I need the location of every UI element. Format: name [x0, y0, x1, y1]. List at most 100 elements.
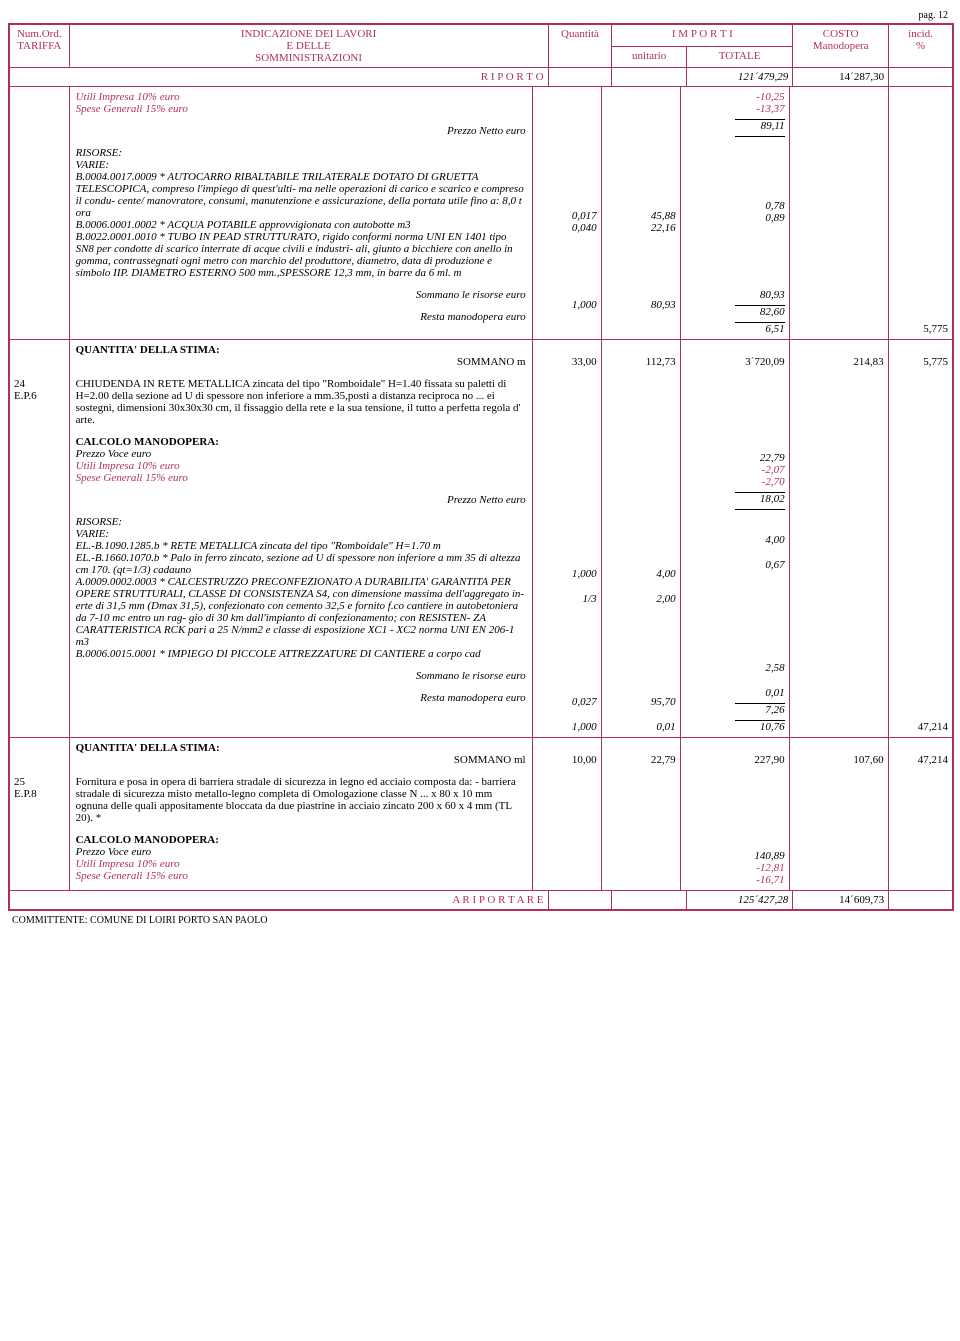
sec1-pn-v: 89,11 [685, 120, 785, 132]
sec2-pv-v: 22,79 [685, 452, 785, 464]
sec2-sp-l: Spese Generali 15% euro [76, 472, 526, 484]
riporto-label: R I P O R T O [10, 68, 549, 87]
riporto-totale: 121´479,29 [686, 68, 792, 87]
sec3-s-c: 107,60 [794, 754, 884, 766]
sec2-r1-u: 4,00 [606, 568, 676, 580]
sec2-rm-l: Resta manodopera euro [76, 692, 526, 704]
sec2-tariffa: E.P.6 [14, 390, 65, 402]
sec2-r3: A.0009.0002.0003 * CALCESTRUZZO PRECONFE… [76, 576, 526, 648]
sec2-r4-q: 1,000 [537, 721, 597, 733]
ariportare-q [548, 891, 612, 910]
sec2-r4-t: 0,01 [685, 687, 785, 699]
sec1-utili-v: -10,25 [685, 91, 785, 103]
sec2-r3-q: 0,027 [537, 696, 597, 708]
sec1-r1-t: 0,78 [685, 200, 785, 212]
sec3-s-i: 47,214 [893, 754, 948, 766]
sec2-sr-v: 7,26 [685, 704, 785, 716]
sec2-sp-v: -2,70 [685, 476, 785, 488]
sec1-r3-t: 80,93 [685, 289, 785, 301]
sec2-s-u: 112,73 [606, 356, 676, 368]
hdr-numord: Num.Ord.TARIFFA [10, 25, 70, 68]
riporto-costo: 14´287,30 [793, 68, 889, 87]
sec2-s-q: 33,00 [537, 356, 597, 368]
sec2-num: 24 [14, 378, 65, 390]
sec1-varie: VARIE: [76, 159, 526, 171]
sec1-r3-q: 1,000 [537, 299, 597, 311]
hdr-costo: COSTOManodopera [793, 25, 889, 68]
sec3-s-t: 227,90 [685, 754, 785, 766]
sec2-pv-l: Prezzo Voce euro [76, 448, 526, 460]
sec2-pn-l: Prezzo Netto euro [76, 494, 526, 506]
sec3-num: 25 [14, 776, 65, 788]
sec3-s-u: 22,79 [606, 754, 676, 766]
sec2-cm: CALCOLO MANODOPERA: [76, 436, 526, 448]
sec2-r2-t: 0,67 [685, 559, 785, 571]
sec1-risorse: RISORSE: [76, 147, 526, 159]
riporto-incid [889, 68, 953, 87]
hdr-unitario: unitario [612, 46, 687, 68]
sec1-r2-q: 0,040 [537, 222, 597, 234]
hdr-importi: I M P O R T I [612, 25, 793, 47]
sec3-tariffa: E.P.8 [14, 788, 65, 800]
sec2-r2-u: 2,00 [606, 593, 676, 605]
sec2-desc: CHIUDENDA IN RETE METALLICA zincata del … [76, 378, 526, 426]
sec1-r2-txt: B.0006.0001.0002 * ACQUA POTABILE approv… [76, 219, 526, 231]
sec1-resta-i: 5,775 [893, 323, 948, 335]
sec3-sommano-label: SOMMANO ml [76, 754, 526, 766]
sec3-s-q: 10,00 [537, 754, 597, 766]
ariportare-t: 125´427,28 [686, 891, 792, 910]
sec2-rm-v: 10,76 [685, 721, 785, 733]
sec2-r4: B.0006.0015.0001 * IMPIEGO DI PICCOLE AT… [76, 648, 526, 660]
sec2-r3-t: 2,58 [685, 662, 785, 674]
sec3-sp-v: -16,71 [685, 874, 785, 886]
sec2-sommano-label: SOMMANO m [76, 356, 526, 368]
sec2-ut-v: -2,07 [685, 464, 785, 476]
sec1-body: Utili Impresa 10% euro Spese Generali 15… [69, 87, 952, 340]
sec2-s-i: 5,775 [893, 356, 948, 368]
sec2-sr-l: Sommano le risorse euro [76, 670, 526, 682]
sec2-varie: VARIE: [76, 528, 526, 540]
sec1-resta-v: 6,51 [685, 323, 785, 335]
sec2-s-t: 3´720,09 [685, 356, 785, 368]
sec2-r1-q: 1,000 [537, 568, 597, 580]
sec1-sommano-label: Sommano le risorse euro [76, 289, 526, 301]
riporto-qty [548, 68, 612, 87]
committente: COMMITTENTE: COMUNE DI LOIRI PORTO SAN P… [8, 911, 952, 926]
sec3-desc: Fornitura e posa in opera di barriera st… [76, 776, 526, 824]
ariportare-i [889, 891, 953, 910]
sec2-r2: EL.-B.1660.1070.b * Palo in ferro zincat… [76, 552, 526, 576]
page-container: Num.Ord.TARIFFA INDICAZIONE DEI LAVORIE … [8, 23, 954, 911]
ariportare-label: A R I P O R T A R E [10, 891, 549, 910]
sec1-r2-t: 0,89 [685, 212, 785, 224]
sec1-spese-label: Spese Generali 15% euro [76, 103, 526, 115]
hdr-indicazione: INDICAZIONE DEI LAVORIE DELLESOMMINISTRA… [69, 25, 548, 68]
sec2-ut-l: Utili Impresa 10% euro [76, 460, 526, 472]
sec2-body: QUANTITA' DELLA STIMA: SOMMANO m CHIUDEN… [69, 340, 952, 738]
sec1-r1-q: 0,017 [537, 210, 597, 222]
hdr-qty: Quantità [548, 25, 612, 68]
sec1-spese-v: -13,37 [685, 103, 785, 115]
main-table: Num.Ord.TARIFFA INDICAZIONE DEI LAVORIE … [9, 24, 953, 910]
hdr-incid: incid.% [889, 25, 953, 68]
ariportare-u [612, 891, 687, 910]
sec3-pv-l: Prezzo Voce euro [76, 846, 526, 858]
sec1-r1-u: 45,88 [606, 210, 676, 222]
sec1-r2-u: 22,16 [606, 222, 676, 234]
sec2-col-a: 24 E.P.6 [10, 340, 70, 738]
sec3-cm: CALCOLO MANODOPERA: [76, 834, 526, 846]
sec3-qds: QUANTITA' DELLA STIMA: [76, 742, 526, 754]
sec2-pn-v: 18,02 [685, 493, 785, 505]
sec1-r3-u: 80,93 [606, 299, 676, 311]
sec1-utili-label: Utili Impresa 10% euro [76, 91, 526, 103]
sec1-r1-txt: B.0004.0017.0009 * AUTOCARRO RIBALTABILE… [76, 171, 526, 219]
sec2-r1-t: 4,00 [685, 534, 785, 546]
sec2-risorse: RISORSE: [76, 516, 526, 528]
sec2-qds: QUANTITA' DELLA STIMA: [76, 344, 526, 356]
page-number: pag. 12 [8, 8, 952, 23]
ariportare-c: 14´609,73 [793, 891, 889, 910]
sec3-sp-l: Spese Generali 15% euro [76, 870, 526, 882]
sec3-body: QUANTITA' DELLA STIMA: SOMMANO ml Fornit… [69, 738, 952, 891]
sec1-sommano-v: 82,60 [685, 306, 785, 318]
sec1-col-a [10, 87, 70, 340]
hdr-totale: TOTALE [686, 46, 792, 68]
